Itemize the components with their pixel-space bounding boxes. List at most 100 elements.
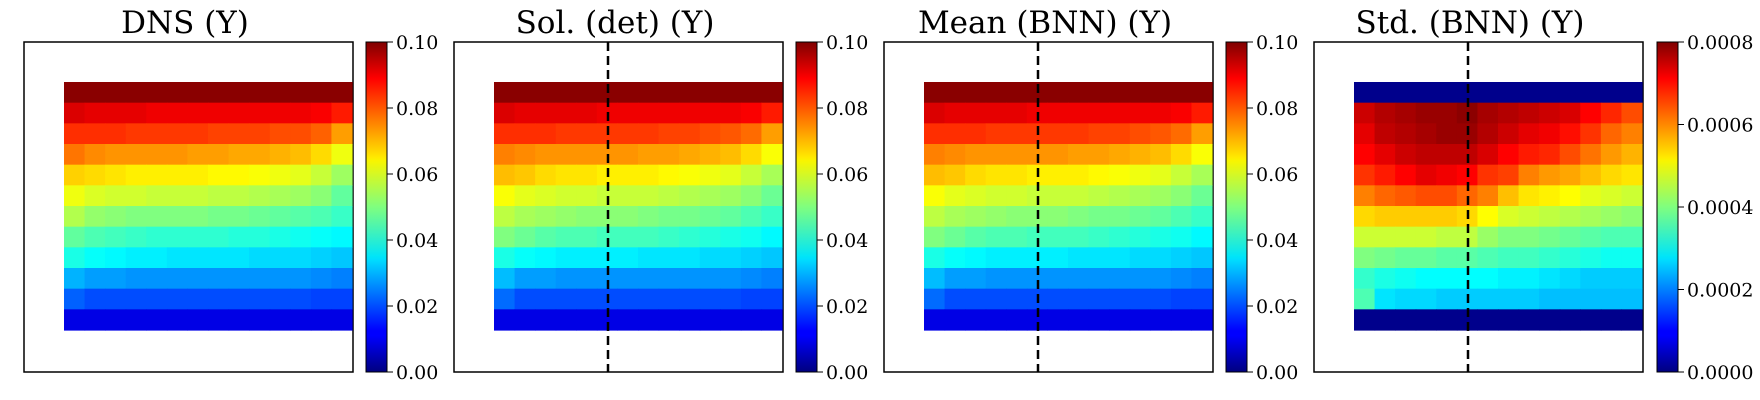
heatmap-cell [166,185,189,207]
heatmap-cell [658,82,680,104]
heatmap-cell [249,288,271,310]
heatmap-cell [228,144,250,166]
heatmap-cell [1600,82,1623,104]
heatmap-cell [965,123,987,145]
heatmap-cell [679,164,701,186]
heatmap-cell [1518,247,1540,269]
heatmap-cell [985,164,1007,186]
heatmap-cell [1374,309,1396,331]
heatmap-cell [617,206,639,228]
heatmap-cell [924,206,946,228]
heatmap-cell [699,206,721,228]
heatmap-cell [64,123,86,145]
colorbar-tick-label: 0.0006 [1687,115,1753,137]
heatmap-cell [1436,247,1458,269]
heatmap-cell [1539,206,1561,228]
heatmap-cell [514,288,536,310]
heatmap-cell [1088,226,1110,248]
heatmap-cell [555,123,577,145]
heatmap-cell [617,288,639,310]
colorbar-tick-label: 0.06 [826,164,868,186]
heatmap-cell [1354,206,1376,228]
heatmap-cell [105,123,127,145]
heatmap-cell [1600,226,1623,248]
heatmap-cell [1559,123,1581,145]
heatmap-cell [208,247,230,269]
heatmap-cell [1456,309,1479,331]
colorbar-tick-label: 0.0008 [1687,32,1753,54]
heatmap-cell [1129,268,1151,290]
heatmap-cell [1088,164,1110,186]
heatmap-cell [1436,185,1458,207]
colorbar: 0.00 0.02 0.04 0.06 0.08 0.10 [365,32,438,384]
heatmap-cell [1539,288,1561,310]
heatmap-cell [1518,144,1540,166]
heatmap-cell [1477,144,1499,166]
colorbar-tick-label: 0.06 [1256,164,1298,186]
heatmap-cell [699,102,721,124]
heatmap-cell [1354,164,1376,186]
heatmap-cell [1600,268,1623,290]
heatmap-cell [1109,102,1131,124]
heatmap-cell [576,144,598,166]
heatmap-cell [740,144,763,166]
heatmap-cell [761,247,783,269]
colorbar-tick-label: 0.02 [826,296,868,318]
heatmap-cell [761,82,783,104]
heatmap-cell [679,247,701,269]
heatmap-cell [146,82,168,104]
heatmap-cell [596,226,619,248]
colorbar-tick-label: 0.10 [1256,32,1298,54]
heatmap-cell [290,164,312,186]
heatmap-cell [1191,268,1213,290]
heatmap-cell [1374,268,1396,290]
heatmap-cell [249,309,271,331]
heatmap-cell [208,206,230,228]
heatmap-cell [228,268,250,290]
heatmap-cell [1580,309,1602,331]
heatmap-cell [576,206,598,228]
heatmap-cell [1026,309,1049,331]
panel-sol-det: Sol. (det) (Y) 0.00 0.02 0.04 0.06 0.08 0.10 [453,5,868,384]
heatmap-cell [576,123,598,145]
heatmap-cell [310,309,333,331]
heatmap-cell [494,123,516,145]
heatmap-cell [985,268,1007,290]
heatmap-cell [269,206,291,228]
heatmap-cell [1621,144,1643,166]
heatmap-cell [494,226,516,248]
heatmap-cell [1129,123,1151,145]
heatmap-cell [187,268,209,290]
heatmap-cell [1621,185,1643,207]
heatmap-cell [105,144,127,166]
heatmap-cell [720,164,742,186]
heatmap-cell [1374,288,1396,310]
heatmap-cell [84,309,106,331]
heatmap-cell [576,268,598,290]
heatmap-cell [146,144,168,166]
heatmap-cell [924,309,946,331]
heatmap-cell [1191,102,1213,124]
heatmap-cell [84,226,106,248]
heatmap-cell [1395,82,1417,104]
heatmap-cell [494,82,516,104]
heatmap-cell [1068,206,1090,228]
heatmap-cell [596,185,619,207]
heatmap-cell [290,206,312,228]
heatmap-cell [84,247,106,269]
panel-title: Sol. (det) (Y) [516,5,715,41]
heatmap-cell [944,144,966,166]
heatmap-cell [1068,102,1090,124]
heatmap-cell [290,309,312,331]
heatmap-cell [494,164,516,186]
heatmap-cell [555,247,577,269]
heatmap-cell [1436,144,1458,166]
heatmap-cell [596,309,619,331]
heatmap-cell [1088,185,1110,207]
heatmap-cell [269,247,291,269]
heatmap-cell [761,288,783,310]
heatmap-cell [740,309,763,331]
heatmap-cell [576,164,598,186]
heatmap-cell [1559,288,1581,310]
heatmap-cell [125,247,147,269]
